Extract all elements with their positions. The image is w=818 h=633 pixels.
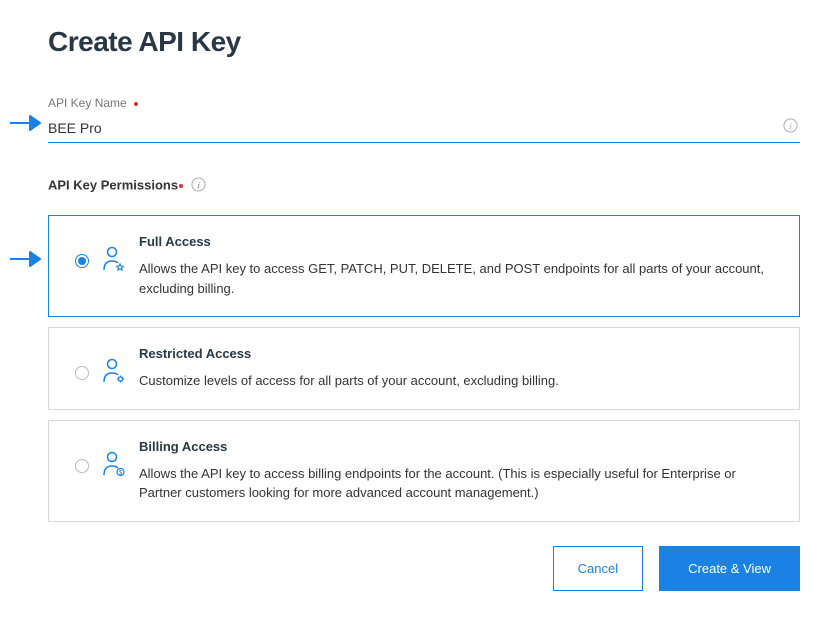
permissions-label: API Key Permissions i [48, 177, 800, 195]
page-title: Create API Key [48, 26, 800, 58]
svg-text:i: i [789, 122, 792, 132]
person-dollar-icon: $ [103, 439, 125, 482]
option-description: Customize levels of access for all parts… [139, 371, 779, 391]
option-description: Allows the API key to access GET, PATCH,… [139, 259, 779, 298]
option-title: Billing Access [139, 439, 779, 454]
radio-wrap [69, 234, 89, 273]
action-buttons: Cancel Create & View [48, 546, 800, 591]
permission-option-full-access[interactable]: Full Access Allows the API key to access… [48, 215, 800, 317]
radio-full-access[interactable] [75, 254, 89, 268]
pointer-arrow-icon [8, 114, 46, 137]
radio-wrap [69, 346, 89, 385]
option-body: Restricted Access Customize levels of ac… [139, 346, 779, 391]
pointer-arrow-icon [8, 250, 46, 273]
person-gear-icon [103, 346, 125, 389]
radio-wrap [69, 439, 89, 478]
option-body: Full Access Allows the API key to access… [139, 234, 779, 298]
permission-option-billing-access[interactable]: $ Billing Access Allows the API key to a… [48, 420, 800, 522]
permission-option-restricted-access[interactable]: Restricted Access Customize levels of ac… [48, 327, 800, 410]
required-indicator-icon [179, 184, 183, 188]
option-title: Full Access [139, 234, 779, 249]
svg-text:i: i [197, 181, 200, 191]
api-key-name-label-text: API Key Name [48, 96, 127, 110]
cancel-button[interactable]: Cancel [553, 546, 643, 591]
option-body: Billing Access Allows the API key to acc… [139, 439, 779, 503]
radio-billing-access[interactable] [75, 459, 89, 473]
option-description: Allows the API key to access billing end… [139, 464, 779, 503]
info-icon[interactable]: i [783, 118, 798, 138]
permissions-label-text: API Key Permissions [48, 177, 178, 192]
radio-restricted-access[interactable] [75, 366, 89, 380]
person-star-icon [103, 234, 125, 277]
api-key-name-label: API Key Name [48, 96, 800, 110]
create-and-view-button[interactable]: Create & View [659, 546, 800, 591]
api-key-name-input[interactable] [48, 116, 800, 143]
info-icon[interactable]: i [191, 180, 206, 195]
api-key-name-field-wrap: i [48, 116, 800, 143]
required-indicator-icon [134, 102, 138, 106]
option-title: Restricted Access [139, 346, 779, 361]
